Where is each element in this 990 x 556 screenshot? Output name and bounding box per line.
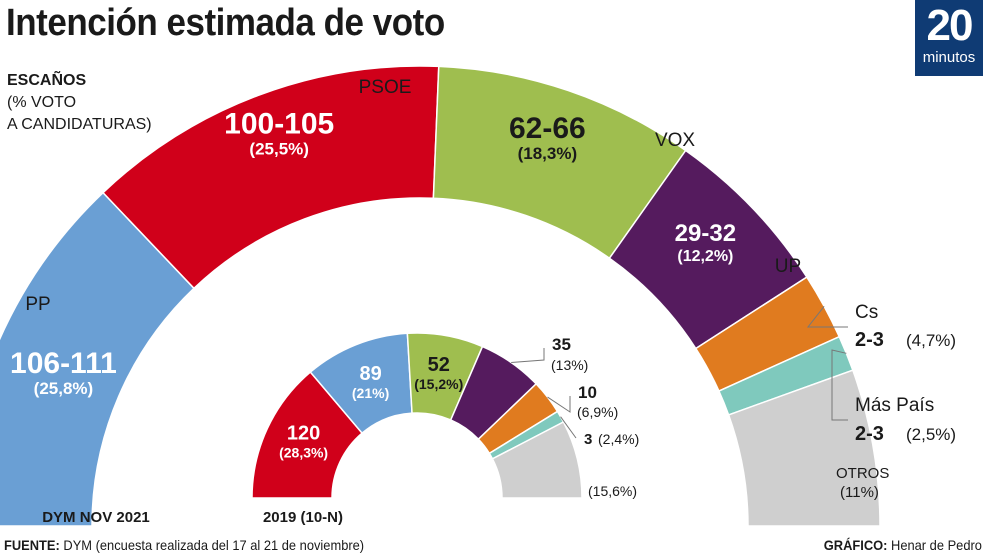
label-outer-pp-pct: (25,8%) (34, 379, 94, 398)
credit-text: Henar de Pedro (887, 537, 982, 553)
label-outer-up-seats: 29-32 (675, 220, 736, 247)
leader-outer-cs (806, 305, 848, 328)
leader-lines (511, 305, 848, 439)
name-outer-otros: OTROS (836, 465, 889, 482)
label-outer-mas-pais-pct: (2,5%) (906, 425, 956, 444)
chart-labels: 106-111(25,8%) 100-105(25,5%) 62-66(18,3%)… (10, 77, 956, 526)
outer-ring-2021 (0, 65, 881, 527)
label-inner-pp-pct: (21%) (352, 385, 389, 401)
label-inner-mas-pais-pct: (2,4%) (598, 431, 639, 447)
label-inner-vox-pct: (15,2%) (414, 376, 463, 392)
source-text: DYM (encuesta realizada del 17 al 21 de … (59, 537, 365, 553)
caption-2019-10n: 2019 (10-N) (263, 509, 343, 526)
20minutos-logo: 20 minutos (915, 0, 983, 76)
name-outer-vox: VOX (655, 130, 695, 151)
label-inner-cs-pct: (6,9%) (577, 404, 618, 420)
legend-note: ESCAÑOS (% VOTO A CANDIDATURAS) (7, 70, 152, 136)
outer-wedge-otros (727, 369, 881, 527)
credit-label: GRÁFICO: (823, 537, 888, 553)
label-inner-cs-seats: 10 (578, 383, 597, 402)
label-outer-vox-pct: (18,3%) (518, 144, 578, 163)
name-outer-cs: Cs (855, 302, 878, 323)
legend-line-2: (% VOTO (7, 94, 77, 111)
label-inner-pp-seats: 89 (359, 363, 381, 385)
graphic-credit: GRÁFICO: Henar de Pedro (824, 537, 982, 553)
caption-dym-nov-2021: DYM NOV 2021 (42, 509, 150, 526)
label-inner-psoe-seats: 120 (287, 422, 320, 444)
label-outer-mas-pais-seats: 2-3 (855, 423, 884, 445)
source-label: FUENTE: (4, 537, 60, 553)
source-footer: FUENTE: DYM (encuesta realizada del 17 a… (4, 537, 364, 553)
legend-line-3: A CANDIDATURAS) (7, 116, 152, 133)
inner-ring-2019 (251, 332, 583, 499)
label-inner-up-seats: 35 (552, 335, 571, 354)
label-inner-up-pct: (13%) (551, 357, 588, 373)
label-inner-psoe-pct: (28,3%) (279, 444, 328, 460)
label-outer-cs-pct: (4,7%) (906, 331, 956, 350)
name-outer-pp: PP (25, 294, 50, 315)
label-outer-up-pct: (12,2%) (677, 248, 733, 265)
label-outer-pp-seats: 106-111 (10, 347, 117, 380)
legend-head: ESCAÑOS (7, 72, 87, 89)
name-outer-up: UP (775, 256, 801, 277)
leader-inner-mas-pais (560, 416, 577, 439)
chart-title: Intención estimada de voto (6, 2, 445, 44)
label-inner-mas-pais-seats: 3 (584, 431, 592, 448)
name-outer-mas-pais: Más País (855, 395, 934, 416)
label-inner-vox-seats: 52 (428, 354, 450, 376)
leader-outer-mas-pais (831, 349, 848, 421)
logo-number: 20 (926, 1, 974, 50)
label-outer-vox-seats: 62-66 (509, 112, 586, 145)
inner-wedge-otros (491, 420, 583, 499)
logo-word: minutos (922, 49, 976, 66)
leader-inner-cs (547, 396, 571, 413)
label-outer-psoe-seats: 100-105 (224, 108, 334, 141)
label-outer-cs-seats: 2-3 (855, 329, 884, 351)
label-inner-otros-pct: (15,6%) (588, 483, 637, 499)
leader-inner-up (511, 348, 545, 364)
name-outer-psoe: PSOE (359, 77, 412, 98)
label-outer-otros-pct: (11%) (840, 484, 879, 501)
label-outer-psoe-pct: (25,5%) (249, 140, 309, 159)
